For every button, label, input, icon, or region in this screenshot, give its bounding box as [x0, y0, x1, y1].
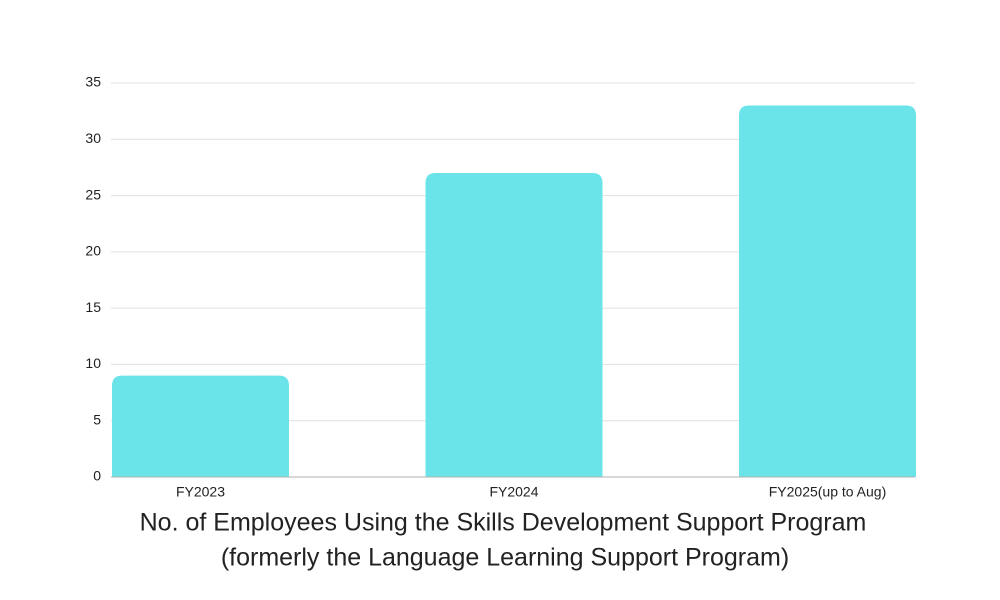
y-tick-label: 15: [85, 299, 101, 315]
x-tick-label: FY2025(up to Aug): [769, 484, 887, 500]
bar: [739, 105, 916, 477]
chart-title: No. of Employees Using the Skills Develo…: [140, 509, 867, 537]
chart-title: (formerly the Language Learning Support …: [221, 544, 789, 572]
y-tick-label: 25: [85, 186, 101, 202]
y-tick-label: 5: [93, 411, 101, 427]
bar: [112, 375, 289, 477]
y-tick-label: 20: [85, 243, 101, 259]
x-tick-label: FY2024: [489, 484, 538, 500]
y-tick-label: 0: [93, 468, 101, 484]
y-tick-label: 10: [85, 355, 101, 371]
y-tick-label: 35: [85, 74, 101, 90]
y-tick-label: 30: [85, 130, 101, 146]
x-tick-label: FY2023: [176, 484, 225, 500]
bar: [425, 173, 603, 478]
